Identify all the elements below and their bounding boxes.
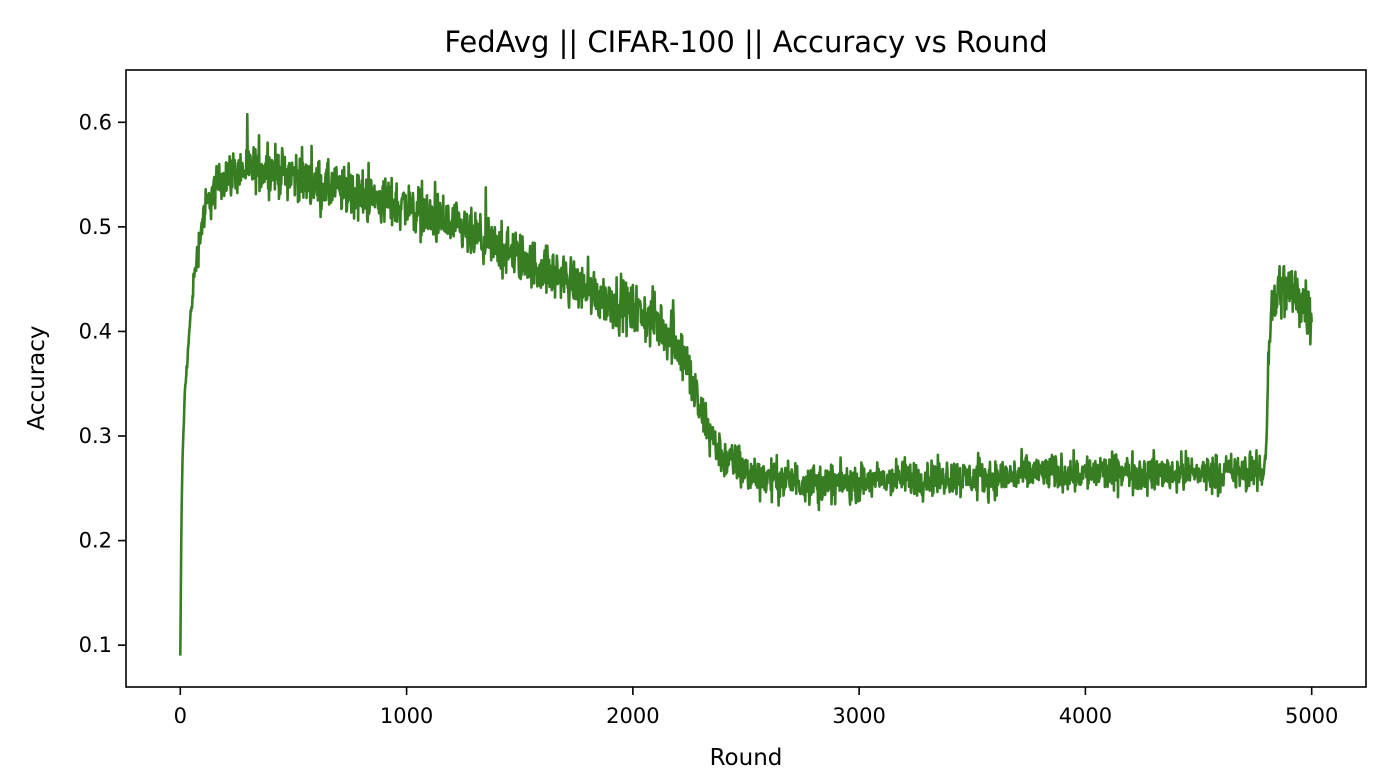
plot-area: [179, 112, 1313, 656]
x-tick-label: 1000: [380, 704, 433, 728]
y-tick-label: 0.4: [79, 319, 112, 343]
y-tick-label: 0.6: [79, 110, 112, 134]
series-line: [179, 112, 1313, 656]
y-tick-label: 0.2: [79, 529, 112, 553]
x-axis-label: Round: [710, 745, 783, 771]
x-tick-label: 5000: [1285, 704, 1338, 728]
x-axis: 0 1000 2000 3000 4000 5000: [174, 687, 1338, 728]
x-tick-label: 0: [174, 704, 187, 728]
x-tick-label: 3000: [832, 704, 885, 728]
y-axis: 0.1 0.2 0.3 0.4 0.5 0.6: [79, 110, 126, 657]
x-tick-label: 2000: [606, 704, 659, 728]
y-axis-label: Accuracy: [24, 325, 50, 430]
y-tick-label: 0.1: [79, 633, 112, 657]
x-tick-label: 4000: [1059, 704, 1112, 728]
plot-frame: [125, 69, 1367, 688]
y-tick-label: 0.3: [79, 424, 112, 448]
chart-title: FedAvg || CIFAR-100 || Accuracy vs Round: [444, 25, 1047, 59]
y-tick-label: 0.5: [79, 215, 112, 239]
